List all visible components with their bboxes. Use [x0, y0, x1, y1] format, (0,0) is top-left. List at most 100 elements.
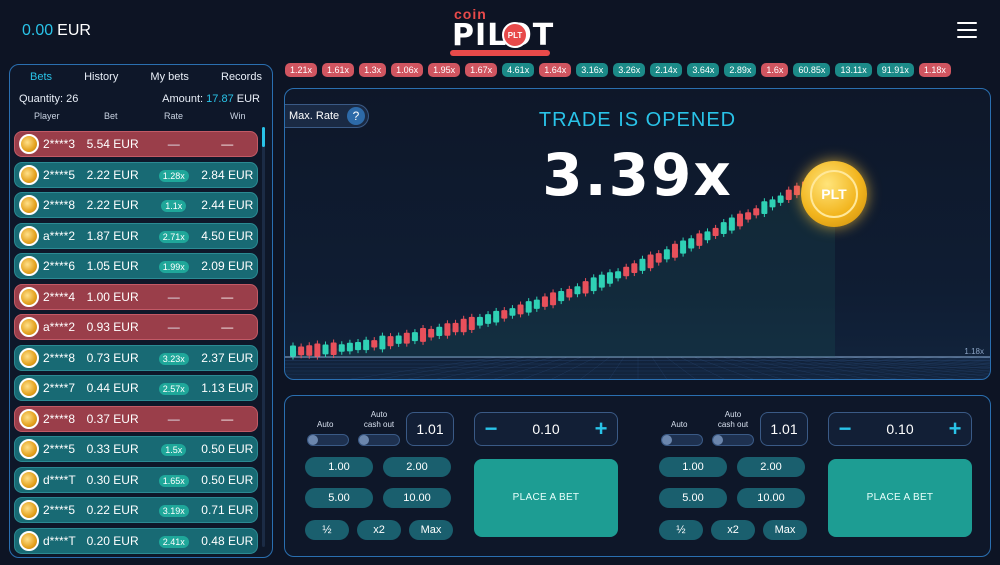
candle: [403, 332, 410, 344]
candle: [680, 240, 687, 254]
rate-badge: 1.1x: [161, 200, 187, 212]
history-multiplier: 2.14x: [650, 63, 683, 77]
candle: [444, 323, 451, 336]
plt-coin-icon: PLT: [801, 161, 867, 227]
candle: [631, 263, 638, 274]
grid-line: [580, 356, 611, 379]
candle: [745, 212, 752, 220]
auto-cashout-toggle[interactable]: [358, 434, 400, 446]
stake-value[interactable]: 0.10: [532, 421, 560, 437]
history-multiplier: 1.21x: [285, 63, 318, 77]
help-icon[interactable]: ?: [347, 107, 365, 125]
quick-stake-10[interactable]: 10.00: [737, 488, 805, 508]
auto-cashout-input[interactable]: 1.01: [406, 412, 454, 446]
plt-coin-label: PLT: [810, 170, 858, 218]
quick-stake-1[interactable]: 1.00: [659, 457, 727, 477]
bet-rate: 1.99x: [150, 259, 198, 273]
auto-cashout-label: Auto cash out: [717, 410, 749, 429]
col-bet: Bet: [104, 111, 118, 121]
stake-minus-button[interactable]: −: [484, 416, 498, 441]
candle: [411, 332, 418, 342]
grid-line: [651, 356, 667, 379]
quick-stake-10[interactable]: 10.00: [383, 488, 451, 508]
max-stake-button[interactable]: Max: [763, 520, 807, 540]
stake-value[interactable]: 0.10: [886, 421, 914, 437]
amount-currency: EUR: [236, 93, 260, 105]
auto-bet-toggle[interactable]: [307, 434, 349, 446]
grid-line: [847, 356, 990, 372]
grid-line: [791, 356, 956, 379]
bets-scrollbar[interactable]: [262, 127, 265, 547]
player-coin-icon: [19, 530, 39, 551]
candlestick-chart: [285, 178, 990, 379]
bet-rate: 2.71x: [150, 229, 198, 243]
stake-plus-button[interactable]: +: [594, 416, 608, 441]
candle: [428, 328, 435, 338]
history-multiplier: 2.89x: [724, 63, 757, 77]
candle: [290, 345, 296, 357]
candle: [363, 339, 370, 351]
double-stake-button[interactable]: x2: [711, 520, 755, 540]
quick-stake-2[interactable]: 2.00: [737, 457, 805, 477]
quantity-value: 26: [66, 93, 79, 105]
candle: [671, 243, 678, 258]
rate-dash: —: [167, 320, 180, 334]
quick-stake-5[interactable]: 5.00: [659, 488, 727, 508]
history-multiplier: 3.26x: [613, 63, 646, 77]
max-rate-button[interactable]: Max. Rate ?: [285, 104, 369, 128]
candle: [663, 249, 670, 260]
player-coin-icon: [19, 317, 39, 337]
grid-line: [551, 356, 597, 379]
candle: [606, 272, 613, 284]
bet-rate: 1.28x: [150, 168, 198, 182]
quick-stake-1[interactable]: 1.00: [305, 457, 373, 477]
balance-amount: 0.00: [22, 22, 54, 39]
bet-win: —: [221, 411, 234, 426]
auto-bet-toggle[interactable]: [661, 434, 703, 446]
bet-player: 2****5: [43, 503, 76, 517]
history-multiplier: 3.64x: [687, 63, 720, 77]
grid-line: [805, 356, 985, 379]
candle: [598, 274, 605, 288]
player-coin-icon: [19, 378, 39, 398]
grid-line: [819, 356, 990, 377]
tab-history[interactable]: History: [84, 71, 119, 83]
rate-dash: —: [167, 137, 180, 151]
place-bet-button[interactable]: PLACE A BET: [474, 459, 618, 537]
bet-row: 2****6 1.05 EUR 1.99x 2.09 EUR: [14, 253, 258, 279]
tab-bets[interactable]: Bets: [30, 71, 53, 83]
bet-row: a****2 1.87 EUR 2.71x 4.50 EUR: [14, 222, 258, 249]
candle: [769, 199, 776, 208]
hamburger-menu-icon[interactable]: [957, 22, 977, 38]
candle: [493, 310, 500, 323]
quick-stake-5[interactable]: 5.00: [305, 488, 373, 508]
half-stake-button[interactable]: ½: [305, 520, 349, 540]
logo-coin-text: coin: [454, 6, 487, 22]
stake-plus-button[interactable]: +: [948, 416, 962, 441]
candle: [306, 345, 313, 356]
logo-swoosh: [450, 50, 550, 56]
place-bet-button[interactable]: PLACE A BET: [828, 459, 972, 537]
bet-row: 2****8 2.22 EUR 1.1x 2.44 EUR: [14, 192, 258, 218]
half-stake-button[interactable]: ½: [659, 520, 703, 540]
tab-records[interactable]: Records: [221, 71, 262, 83]
bet-win: 4.50 EUR: [201, 228, 254, 243]
bet-win: —: [221, 320, 234, 334]
auto-cashout-input[interactable]: 1.01: [760, 412, 808, 446]
bet-win: 2.44 EUR: [201, 198, 254, 212]
quick-stake-2[interactable]: 2.00: [383, 457, 451, 477]
bet-amount: 1.05 EUR: [86, 259, 139, 273]
rate-dash: —: [167, 411, 180, 426]
max-stake-button[interactable]: Max: [409, 520, 453, 540]
trade-chart: Max. Rate ? TRADE IS OPENED 3.39x PLT 1.…: [284, 88, 991, 380]
tab-my-bets[interactable]: My bets: [150, 71, 189, 83]
grid-line: [522, 356, 583, 379]
player-coin-icon: [19, 500, 39, 520]
double-stake-button[interactable]: x2: [357, 520, 401, 540]
stake-minus-button[interactable]: −: [838, 416, 852, 441]
grid-line: [931, 356, 990, 362]
auto-cashout-toggle[interactable]: [712, 434, 754, 446]
candle: [338, 344, 345, 352]
bet-row: 2****5 0.33 EUR 1.5x 0.50 EUR: [14, 436, 258, 462]
curve-glow: [293, 186, 835, 357]
